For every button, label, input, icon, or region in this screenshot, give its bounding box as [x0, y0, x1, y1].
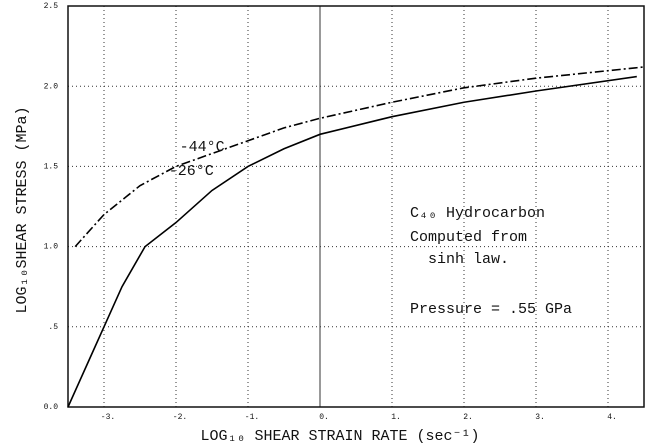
y-tick-label: 1.5 — [44, 163, 59, 172]
x-tick-label: 3. — [535, 413, 545, 422]
y-axis-label: LOG₁₀SHEAR STRESS (MPa) — [14, 106, 31, 313]
y-tick-label: .5 — [48, 323, 58, 332]
series-label: -44°C — [180, 139, 225, 156]
annotation: Pressure = .55 GPa — [410, 301, 572, 318]
y-tick-label: 0.0 — [44, 403, 59, 412]
y-tick-label: 1.0 — [44, 243, 59, 252]
series-line — [67, 75, 637, 408]
plot-frame — [67, 5, 645, 408]
x-tick-label: -3. — [101, 413, 115, 422]
annotation: sinh law. — [410, 251, 509, 268]
y-tick-label: 2.5 — [44, 2, 59, 11]
series-line — [74, 66, 645, 248]
x-tick-label: 1. — [391, 413, 401, 422]
series-label: -26°C — [169, 163, 214, 180]
annotation: Computed from — [410, 229, 527, 246]
annotation: C₄₀ Hydrocarbon — [410, 205, 545, 222]
y-tick-label: 2.0 — [44, 82, 59, 91]
x-tick-label: -2. — [173, 413, 187, 422]
x-tick-label: 0. — [319, 413, 329, 422]
x-axis-label: LOG₁₀ SHEAR STRAIN RATE (sec⁻¹) — [200, 428, 479, 445]
x-tick-label: -1. — [245, 413, 259, 422]
x-tick-label: 4. — [607, 413, 617, 422]
x-tick-label: 2. — [463, 413, 473, 422]
